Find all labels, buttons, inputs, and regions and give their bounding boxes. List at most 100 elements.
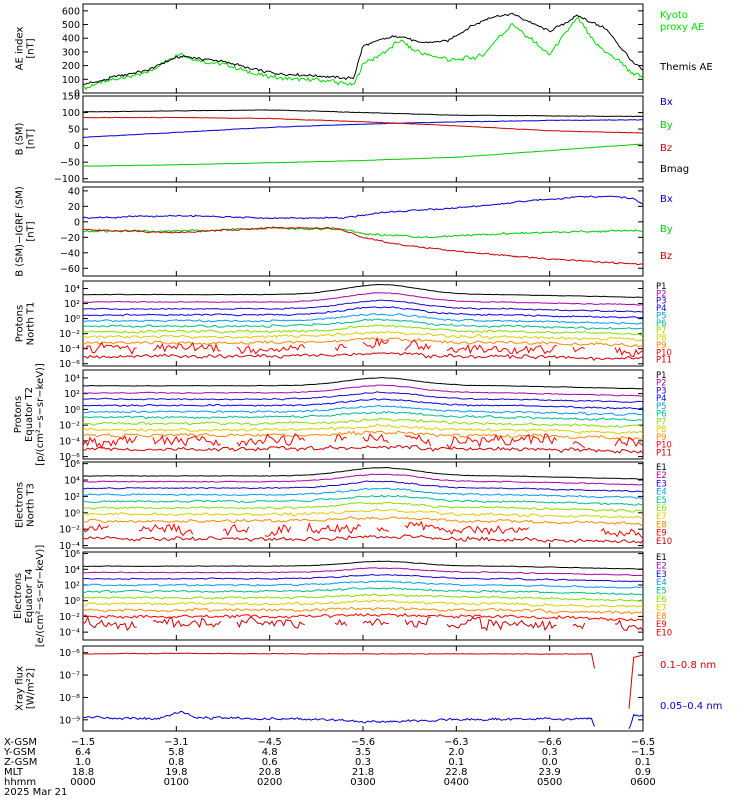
y-tick-label: 50 [68, 125, 80, 136]
y-axis-label: [nT] [26, 129, 37, 149]
legend-p3: P3 [656, 386, 667, 396]
series-line-p3 [82, 391, 644, 403]
series-line-e1 [83, 560, 644, 570]
y-tick-label: 10⁻² [59, 525, 80, 536]
x-axis-value: −6.3 [444, 737, 468, 748]
legend-p9: P9 [656, 341, 667, 351]
y-axis-label: North T1 [26, 302, 37, 346]
x-axis-value: −6.5 [631, 737, 655, 748]
legend-e9: E9 [656, 620, 667, 630]
series-line-p4 [82, 397, 643, 410]
series-line-p2 [82, 384, 644, 397]
x-axis-value: −1.5 [71, 737, 95, 748]
x-axis-value: 1.0 [75, 757, 91, 768]
y-axis-label: [W/m²2] [26, 668, 37, 709]
y-axis-label: [e/(cm²−s−sr−keV)] [35, 545, 46, 648]
y-tick-label: 10⁴ [64, 284, 80, 295]
x-axis-value: 0.3 [542, 747, 558, 758]
legend-e7: E7 [656, 603, 667, 613]
y-tick-label: 0 [74, 217, 80, 228]
legend-0-1-0-8-nm: 0.1–0.8 nm [660, 660, 716, 671]
legend-e2: E2 [656, 471, 667, 481]
legend-p6: P6 [656, 410, 667, 420]
series-line-e7 [82, 508, 644, 519]
panel-frame [82, 280, 644, 367]
y-tick-label: 10⁰ [64, 405, 80, 416]
legend-p11: P11 [656, 356, 672, 366]
series-line-p3 [82, 299, 644, 313]
panel-frame [82, 461, 644, 549]
x-axis-value: 3.5 [355, 747, 371, 758]
x-axis-date: 2025 Mar 21 [4, 787, 67, 798]
legend-e10: E10 [656, 537, 672, 547]
series-line-e10 [82, 615, 644, 632]
legend-e6: E6 [656, 595, 667, 605]
x-axis-value: 19.8 [165, 767, 187, 778]
y-axis-label: Electrons [15, 482, 26, 528]
legend-e5: E5 [656, 496, 667, 506]
y-tick-label: 300 [62, 47, 80, 58]
series-line-p9 [82, 337, 644, 348]
x-axis-value: 0400 [444, 777, 469, 788]
y-tick-label: 10⁻⁶ [59, 452, 80, 463]
panel-xray: 10⁻⁹ 10⁻⁸ 10⁻⁷ 10⁻⁶ Xray flux [W/m²2] 0.1–0.8 … [15, 645, 722, 732]
y-axis-label: Xray flux [15, 666, 26, 711]
legend-0-05-0-4-nm: 0.05–0.4 nm [660, 701, 722, 712]
y-tick-label: 10⁻² [59, 612, 80, 623]
panel-frame [82, 3, 644, 94]
legend-p8: P8 [656, 334, 667, 344]
series-line-0-05-0-4-nm [628, 713, 644, 730]
legend-e1: E1 [656, 553, 667, 563]
x-axis-value: 0500 [537, 777, 562, 788]
y-tick-label: 10⁶ [64, 549, 80, 560]
series-line-e7 [82, 599, 644, 608]
legend-p10: P10 [656, 348, 672, 358]
series-line-p5 [83, 313, 644, 325]
x-axis-value: −3.1 [164, 737, 188, 748]
y-tick-label: 10⁻⁷ [59, 671, 80, 682]
y-axis-label: B (SM)−IGRF (SM) [15, 186, 26, 277]
y-tick-label: 10² [64, 581, 80, 592]
legend-bx: Bx [660, 97, 673, 108]
y-tick-label: −20 [60, 233, 80, 244]
series-line-e10 [82, 534, 644, 544]
series-line-p4 [82, 306, 644, 319]
panel-p1: 10⁻⁶ 10⁻⁴ 10⁻² 10⁰ 10² 10⁴ Protons North T1 P1P2… [15, 280, 672, 370]
series-line-p1 [82, 377, 644, 390]
x-axis-value: 0.0 [542, 757, 558, 768]
y-tick-label: −60 [60, 264, 80, 275]
x-axis-value: −4.5 [258, 737, 282, 748]
series-line-e8 [82, 516, 644, 526]
x-axis-value: 0.1 [635, 757, 651, 768]
series-line-e6 [82, 501, 644, 513]
series-line-p11 [82, 444, 644, 454]
series-line-e9 [82, 520, 644, 540]
y-tick-label: 10⁻⁴ [59, 436, 80, 447]
x-axis-value: 4.8 [262, 747, 278, 758]
legend-p1: P1 [656, 371, 667, 381]
x-axis-value: 20.8 [259, 767, 281, 778]
series-line-p10 [82, 433, 644, 450]
legend-p6: P6 [656, 319, 667, 329]
legend-p2: P2 [656, 379, 667, 389]
legend-by: By [660, 224, 673, 235]
series-line-e3 [82, 573, 644, 583]
legend-themis-ae: Themis AE [659, 62, 713, 73]
x-axis-value: −1.5 [631, 747, 655, 758]
legend-e2: E2 [656, 561, 667, 571]
legend-e7: E7 [656, 512, 667, 522]
y-tick-label: 10⁻⁴ [59, 628, 80, 639]
x-axis-value: 0100 [164, 777, 189, 788]
y-tick-label: 10⁻² [59, 421, 80, 432]
x-axis-row-label: Z-GSM [4, 757, 37, 768]
series-line-bz [83, 226, 644, 266]
x-axis-value: 0.8 [168, 757, 184, 768]
series-line-p2 [82, 292, 644, 306]
legend-p10: P10 [656, 441, 672, 451]
series-line-p7 [82, 324, 644, 337]
x-axis-value: 23.9 [539, 767, 561, 778]
legend-p11: P11 [656, 448, 672, 458]
x-axis-value: 0.9 [635, 767, 651, 778]
y-tick-label: 10² [64, 299, 80, 310]
